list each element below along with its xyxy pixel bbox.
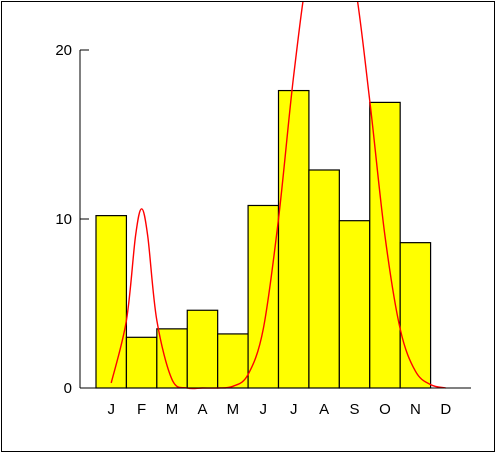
x-tick-label: J: [260, 401, 268, 418]
bar-7: [308, 169, 340, 389]
x-tick-label: S: [350, 401, 360, 418]
y-tick-label: 20: [55, 42, 72, 59]
bars-group: [95, 89, 432, 389]
curve-group: [110, 2, 446, 390]
bar-8: [338, 220, 371, 389]
y-tick-label: 10: [55, 211, 72, 228]
bar-6: [277, 89, 310, 389]
bar-4: [217, 333, 249, 389]
x-tick-label: M: [166, 401, 179, 418]
x-tick-label: F: [137, 401, 146, 418]
x-tick-label: N: [410, 401, 421, 418]
bar-5: [247, 204, 280, 389]
tick-labels-group: 0 10 20 J F M A M J J A S O N D: [55, 42, 451, 418]
chart-frame: 0 10 20 J F M A M J J A S O N D: [1, 1, 495, 452]
bar-0: [95, 215, 128, 389]
x-tick-label: A: [319, 401, 329, 418]
bar-chart: 0 10 20 J F M A M J J A S O N D: [55, 2, 471, 418]
x-tick-label: M: [227, 401, 240, 418]
y-tick-label: 0: [64, 380, 72, 397]
bar-3: [186, 309, 219, 389]
x-tick-label: D: [440, 401, 451, 418]
x-tick-label: J: [107, 401, 115, 418]
x-tick-label: O: [379, 401, 391, 418]
axes-group: [79, 49, 471, 389]
x-tick-label: J: [290, 401, 298, 418]
bar-10: [399, 242, 432, 389]
x-tick-label: A: [197, 401, 207, 418]
bar-1: [125, 336, 158, 389]
fitted-curve-line: [110, 2, 446, 390]
